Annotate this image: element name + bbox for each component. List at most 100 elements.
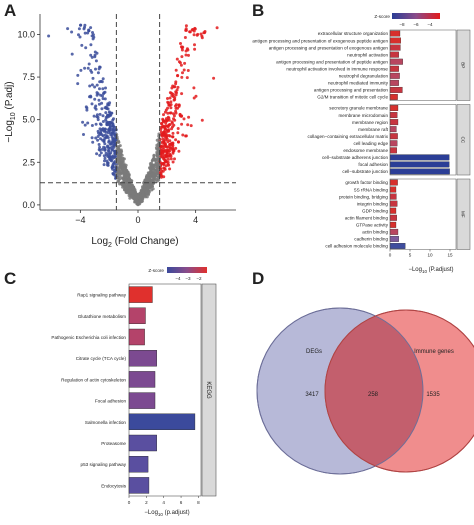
kegg-strip-label: KEGG [205, 381, 211, 399]
volcano-point [97, 67, 101, 71]
volcano-point [165, 118, 169, 122]
volcano-point [162, 124, 166, 128]
volcano-point [193, 47, 197, 51]
panel-letter-a: A [4, 1, 16, 20]
volcano-point [181, 45, 185, 49]
volcano-point [174, 146, 178, 150]
volcano-point [169, 100, 173, 104]
volcano-point [103, 106, 107, 110]
volcano-point [83, 25, 86, 29]
volcano-point [185, 76, 189, 80]
volcano-point [203, 30, 207, 33]
volcano-point [184, 134, 188, 138]
volcano-point [159, 122, 163, 125]
volcano-point [95, 93, 99, 97]
volcano-point [184, 24, 188, 28]
go-bar [389, 79, 399, 86]
volcano-point [95, 51, 99, 55]
go-bar [389, 30, 401, 37]
volcano-point [104, 86, 107, 90]
go-group-strip [456, 178, 471, 250]
go-group-frame [389, 29, 457, 101]
volcano-point [170, 120, 174, 124]
volcano-point [186, 69, 190, 72]
volcano-point [103, 90, 107, 94]
venn-count-immune-only: 1535 [426, 392, 440, 398]
kegg-bar-chart: Rap1 signaling pathway Glutathione metabo… [51, 283, 202, 505]
volcano-point [126, 171, 130, 175]
volcano-plot-panel: A −4 0 4 0.0 2.5 5.0 7.5 10.0 Log2 (Fold Chang… [4, 1, 236, 249]
volcano-point [152, 153, 156, 157]
volcano-point [161, 144, 165, 148]
volcano-point [161, 151, 165, 155]
volcano-point [180, 55, 184, 59]
volcano-point [167, 163, 171, 167]
volcano-point [82, 133, 85, 136]
volcano-point [98, 153, 102, 157]
volcano-point [116, 157, 120, 161]
volcano-point [111, 172, 115, 175]
kegg-pathway-label: p53 signaling pathway [81, 462, 127, 467]
go-term-label: antigen processing and presentation [314, 88, 389, 93]
go-bar [389, 207, 397, 214]
kegg-bar [128, 477, 150, 494]
kegg-bar [128, 286, 153, 303]
volcano-point [119, 157, 123, 161]
go-bar [389, 37, 401, 44]
venn-overlap [325, 310, 423, 472]
volcano-point [104, 151, 108, 155]
volcano-point [79, 68, 83, 72]
volcano-point [169, 106, 173, 110]
volcano-point [91, 76, 95, 80]
volcano-point [166, 97, 169, 100]
volcano-point [102, 163, 106, 167]
venn-count-degs-only: 3417 [305, 392, 319, 398]
kegg-pathway-label: Rap1 signaling pathway [77, 293, 126, 298]
kegg-bar [128, 350, 157, 367]
volcano-x-tick-label: 4 [193, 215, 198, 225]
volcano-point [136, 194, 140, 198]
volcano-point [168, 134, 172, 138]
volcano-point [93, 106, 97, 110]
volcano-point [168, 147, 172, 150]
volcano-point [110, 148, 114, 152]
go-x-tick-label: 10 [427, 253, 433, 258]
volcano-point [120, 161, 124, 165]
volcano-point [169, 157, 173, 161]
go-bar [389, 140, 398, 147]
volcano-point [108, 123, 112, 127]
volcano-point [98, 145, 102, 149]
volcano-point [98, 80, 102, 84]
volcano-point [107, 139, 111, 143]
volcano-point [83, 123, 87, 127]
volcano-point [154, 161, 158, 165]
volcano-point [108, 120, 112, 124]
volcano-point [105, 134, 109, 138]
volcano-point [157, 147, 161, 151]
volcano-point [145, 175, 148, 179]
volcano-point [175, 57, 179, 61]
volcano-point [165, 145, 168, 149]
go-bar [389, 168, 450, 175]
volcano-x-tick-label: 0 [135, 215, 140, 225]
volcano-point [96, 138, 100, 142]
volcano-point [99, 123, 103, 127]
kegg-x-tick-label: 8 [197, 500, 200, 505]
volcano-point [121, 167, 125, 171]
go-group-label: BP [461, 62, 466, 68]
volcano-point [159, 148, 163, 152]
volcano-point [176, 140, 180, 144]
kegg-legend-tick: −3 [185, 276, 191, 281]
volcano-point [88, 84, 92, 88]
volcano-point [215, 26, 219, 30]
volcano-point [172, 112, 175, 116]
volcano-point [171, 150, 175, 154]
kegg-zscore-legend: Z-score −4 −3 −2 [148, 267, 207, 281]
go-term-label: membrane microdomain [338, 113, 388, 118]
volcano-point [181, 133, 185, 137]
volcano-point [83, 66, 87, 70]
go-bar [389, 179, 398, 186]
volcano-point [120, 171, 124, 175]
volcano-point [157, 137, 161, 141]
go-group-label: MF [461, 211, 466, 218]
